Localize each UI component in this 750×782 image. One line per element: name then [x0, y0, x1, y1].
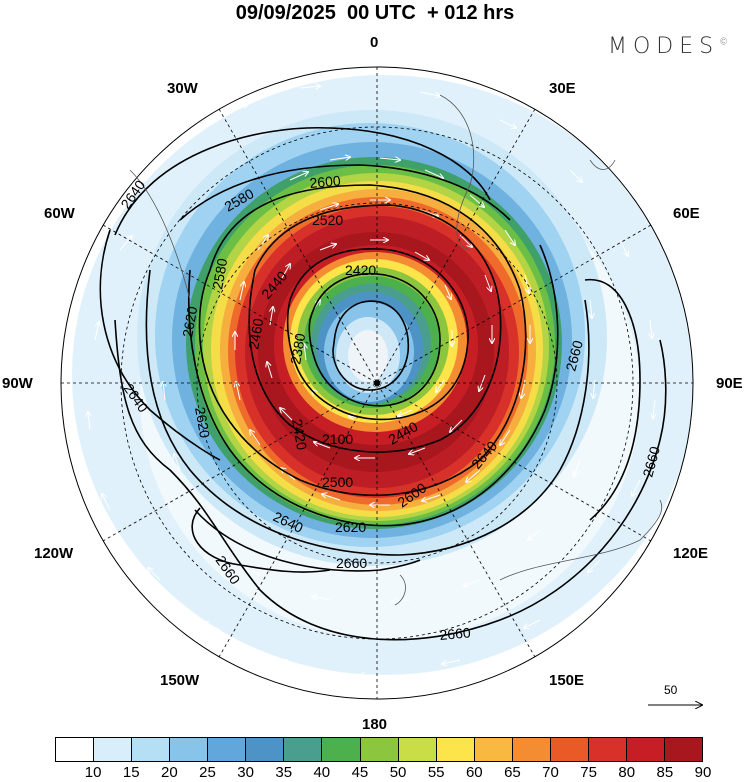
colorbar-tick-label: 35 [275, 764, 293, 781]
colorbar-tick-label: 40 [313, 764, 331, 781]
colorbar-tick-label: 15 [122, 764, 140, 781]
contour-label: 2420 [289, 418, 310, 452]
colorbar-tick-label: 45 [351, 764, 369, 781]
contour-label: 2620 [179, 305, 200, 339]
contour-label: 2100 [322, 431, 353, 447]
colorbar-swatch [170, 738, 209, 761]
colorbar-tick-label: 50 [389, 764, 407, 781]
colorbar-swatch [474, 738, 513, 761]
colorbar-tick-label: 75 [580, 764, 597, 781]
lon-label-90e: 90E [716, 375, 743, 392]
colorbar-swatch [436, 738, 475, 761]
lon-label-30e: 30E [549, 80, 576, 97]
wind-speed-field [61, 67, 693, 699]
colorbar-tick-label: 25 [199, 764, 216, 781]
colorbar-swatch [398, 738, 437, 761]
colorbar-swatch [550, 738, 589, 761]
colorbar-tick-label: 90 [694, 764, 712, 781]
lon-label-150e: 150E [549, 672, 585, 689]
contour-label: 2500 [322, 474, 353, 490]
lon-label-120e: 120E [673, 545, 709, 562]
colorbar-swatch [322, 738, 361, 761]
vector-scale-value: 50 [664, 683, 678, 697]
contour-label: 2580 [209, 257, 230, 291]
colorbar-tick-label: 60 [465, 764, 483, 781]
lon-label-30w: 30W [167, 80, 198, 97]
graticule [60, 66, 694, 700]
contour-label: 2420 [345, 262, 376, 278]
modes-logo: MODES© [608, 34, 729, 59]
contour-label: 2520 [312, 212, 343, 228]
colorbar-swatch [626, 738, 665, 761]
colorbar-tick-label: 80 [618, 764, 636, 781]
colorbar-swatch [284, 738, 323, 761]
contour-label: 2380 [287, 332, 308, 366]
colorbar-tick-label: 10 [84, 764, 102, 781]
colorbar-swatch [360, 738, 399, 761]
colorbar-swatch [588, 738, 627, 761]
colorbar [55, 737, 703, 762]
lon-label-150w: 150W [160, 672, 200, 689]
contour-label: 2660 [562, 338, 586, 372]
colorbar-labels: 10 15 20 25 30 35 40 45 50 55 60 65 70 75 80 85 90 [55, 764, 712, 782]
lon-label-90w: 90W [2, 375, 33, 392]
lon-label-180: 180 [362, 716, 388, 733]
wind-vector-field [88, 86, 655, 675]
colorbar-swatch [246, 738, 285, 761]
colorbar-tick-label: 70 [542, 764, 559, 781]
contour-label: 2660 [439, 624, 472, 643]
lon-label-60w: 60W [44, 205, 75, 222]
colorbar-tick-label: 65 [504, 764, 521, 781]
colorbar-swatch [208, 738, 247, 761]
contour-label: 2600 [309, 172, 342, 191]
contour-label: 2660 [639, 444, 663, 478]
lon-label-60e: 60E [673, 205, 700, 222]
colorbar-swatch [94, 738, 133, 761]
contour-label: 2620 [335, 519, 366, 535]
contour-label: 2460 [245, 317, 266, 351]
colorbar-tick-label: 30 [237, 764, 254, 781]
contour-label: 2620 [192, 406, 213, 440]
colorbar-tick-label: 55 [427, 764, 445, 781]
contour-label: 2660 [336, 555, 367, 571]
colorbar-swatch [56, 738, 95, 761]
coastlines [129, 94, 663, 606]
lon-label-120w: 120W [34, 545, 74, 562]
colorbar-swatch [512, 738, 551, 761]
map-title: 09/09/2025 00 UTC + 012 hrs [235, 2, 515, 24]
colorbar-swatch [132, 738, 171, 761]
lon-label-0: 0 [370, 34, 379, 51]
colorbar-tick-label: 85 [656, 764, 674, 781]
colorbar-swatch [665, 738, 703, 761]
colorbar-tick-label: 20 [161, 764, 178, 781]
